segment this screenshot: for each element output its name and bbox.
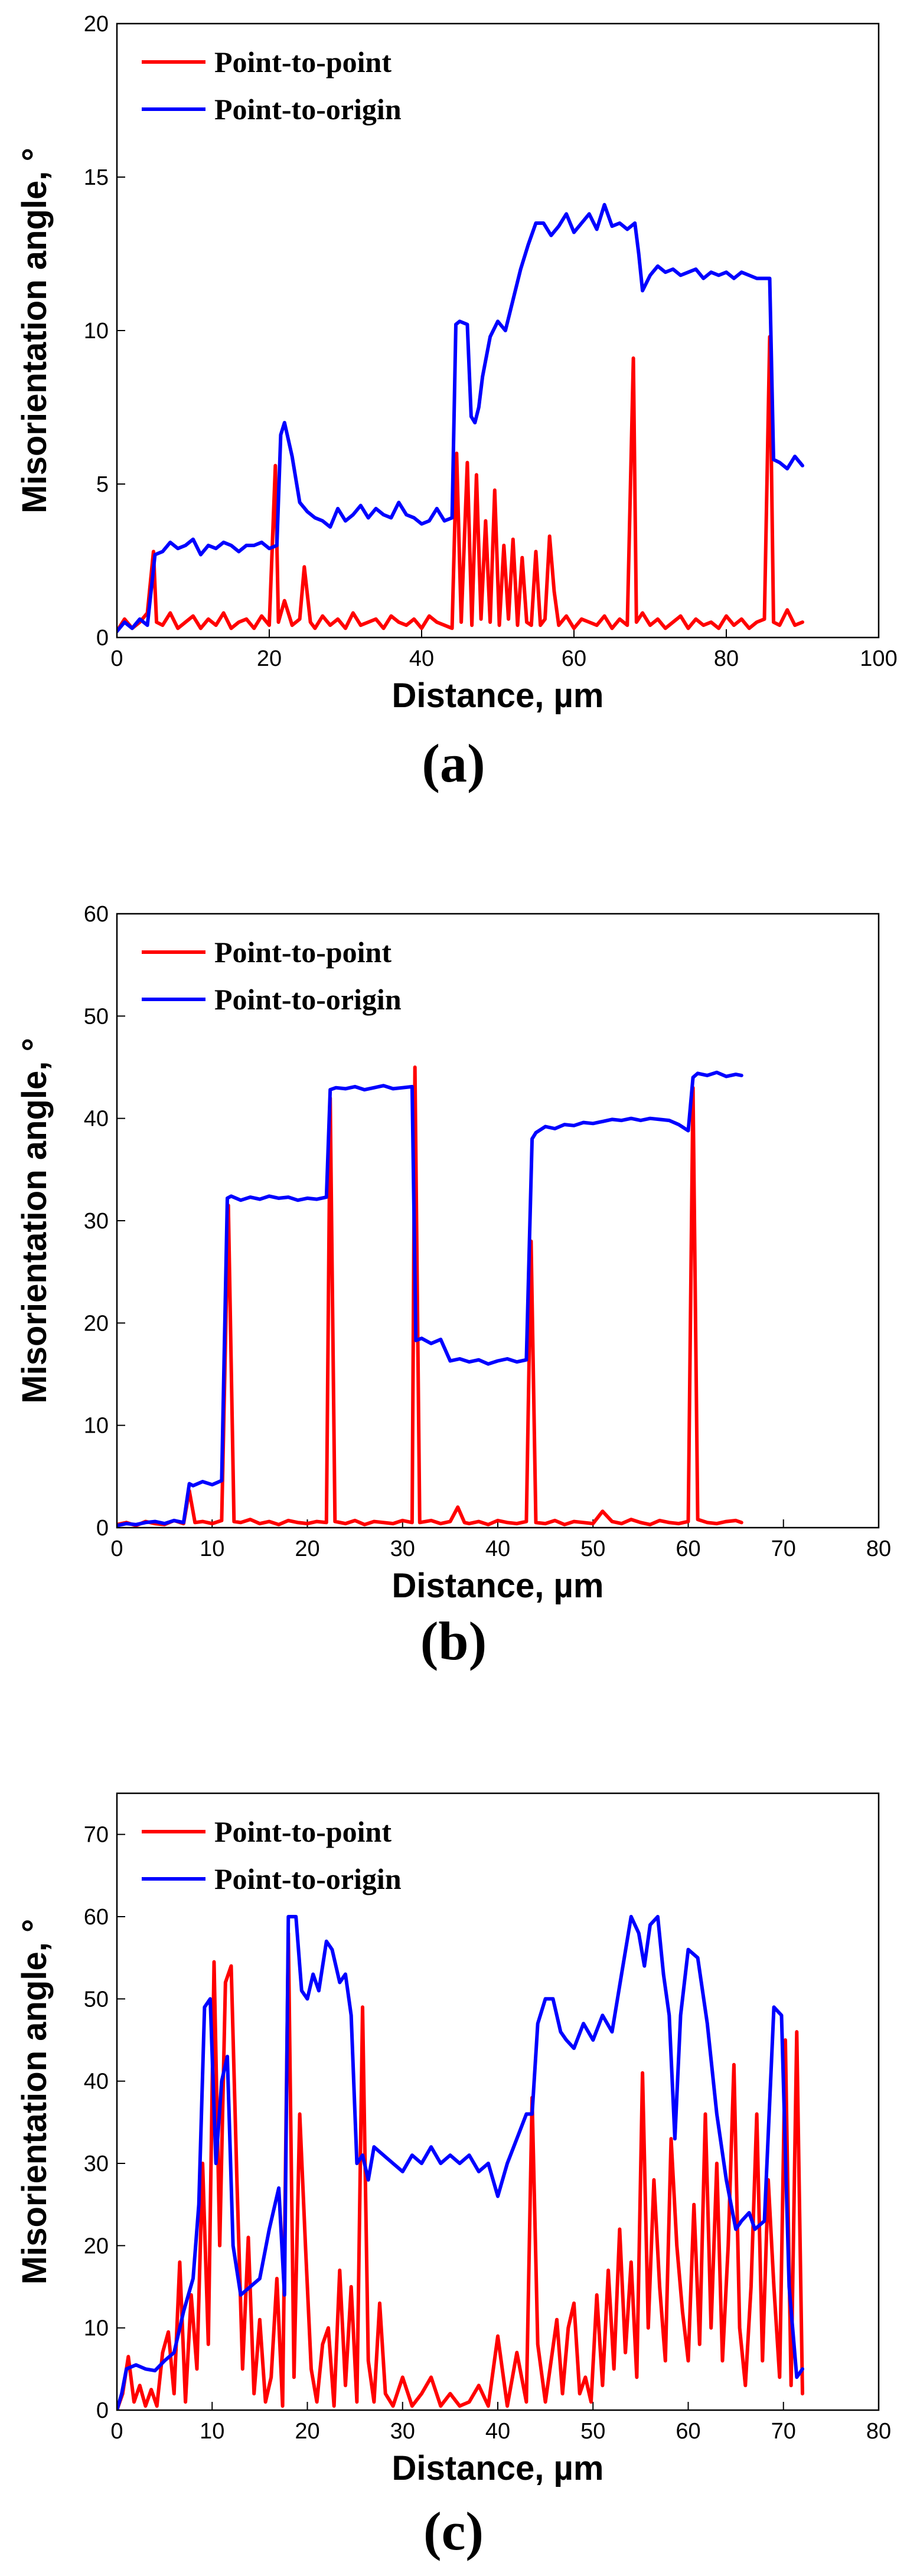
x-tick-label-a-2: 40	[409, 646, 434, 671]
x-tick-label-c-6: 60	[676, 2419, 700, 2444]
panel-b: 0 10 20 30 40 50 60 70 80 0 10 20 30 40 50 60 Point-to-p…	[0, 859, 907, 1685]
y-tick-label-b-4: 40	[84, 1107, 109, 1132]
y-tick-label-a-1: 5	[96, 472, 109, 497]
x-tick-label-c-5: 50	[580, 2419, 605, 2444]
x-tick-label-c-7: 70	[771, 2419, 796, 2444]
x-tick-label-c-3: 30	[390, 2419, 415, 2444]
chart-a: 0 20 40 60 80 100 0 5 10 15 20 Point-to-point Point-…	[15, 12, 898, 715]
x-tick-label-b-0: 0	[110, 1537, 123, 1561]
x-tick-label-c-2: 20	[295, 2419, 319, 2444]
x-tick-label-b-1: 10	[200, 1537, 224, 1561]
y-tick-label-c-4: 40	[84, 2070, 109, 2094]
panel-label-b: (b)	[420, 1611, 487, 1671]
x-tick-label-c-4: 40	[485, 2419, 510, 2444]
legend-label-c-1: Point-to-origin	[214, 1862, 402, 1895]
x-tick-label-b-4: 40	[485, 1537, 510, 1561]
y-tick-label-a-3: 15	[84, 165, 109, 190]
plot-frame-c	[116, 1792, 880, 2411]
series-line-b-point-to-origin	[117, 1070, 743, 1528]
legend-label-b-1: Point-to-origin	[214, 983, 402, 1016]
panel-label-a: (a)	[422, 733, 485, 793]
plot-frame-a	[116, 22, 880, 639]
legend-label-b-0: Point-to-point	[214, 936, 391, 969]
y-tick-label-b-3: 30	[84, 1209, 109, 1234]
chart-c: 0 10 20 30 40 50 60 70 80 0 10 20 30 40 50 60 70 Point-to…	[15, 1792, 891, 2487]
y-tick-label-c-6: 60	[84, 1905, 109, 1930]
y-axis-title-b: Misorientation angle, °	[15, 1038, 54, 1403]
y-tick-label-c-2: 20	[84, 2234, 109, 2258]
x-tick-label-a-3: 60	[562, 646, 586, 671]
x-tick-label-b-6: 60	[676, 1537, 700, 1561]
x-tick-label-b-2: 20	[295, 1537, 319, 1561]
series-line-c-point-to-origin	[117, 1915, 804, 2410]
x-tick-label-a-4: 80	[714, 646, 739, 671]
x-tick-label-c-8: 80	[866, 2419, 891, 2444]
y-tick-label-b-6: 60	[84, 902, 109, 927]
x-tick-label-b-8: 80	[866, 1537, 891, 1561]
series-line-c-point-to-point	[117, 1931, 804, 2410]
y-tick-label-c-5: 50	[84, 1987, 109, 2012]
y-axis-title-c: Misorientation angle, °	[15, 1919, 54, 2284]
x-tick-label-c-1: 10	[200, 2419, 224, 2444]
x-tick-label-b-3: 30	[390, 1537, 415, 1561]
chart-b: 0 10 20 30 40 50 60 70 80 0 10 20 30 40 50 60 Point-to-p…	[15, 902, 891, 1605]
y-tick-label-c-3: 30	[84, 2152, 109, 2176]
y-tick-label-c-7: 70	[84, 1823, 109, 1848]
y-tick-label-b-5: 50	[84, 1004, 109, 1029]
legend-label-a-1: Point-to-origin	[214, 93, 402, 126]
y-tick-label-a-4: 20	[84, 12, 109, 37]
x-tick-label-a-1: 20	[257, 646, 282, 671]
y-tick-label-a-2: 10	[84, 319, 109, 344]
y-tick-label-c-1: 10	[84, 2316, 109, 2341]
x-tick-label-b-5: 50	[580, 1537, 605, 1561]
x-tick-label-c-0: 0	[110, 2419, 123, 2444]
y-tick-label-b-1: 10	[84, 1414, 109, 1439]
y-tick-label-b-0: 0	[96, 1516, 109, 1541]
y-axis-title-a: Misorientation angle, °	[15, 148, 54, 513]
x-axis-title-a: Distance, µm	[392, 676, 604, 715]
panel-a: 0 20 40 60 80 100 0 5 10 15 20 Point-to-point Point-…	[0, 0, 907, 803]
series-line-b-point-to-point	[117, 1065, 743, 1528]
x-axis-title-b: Distance, µm	[392, 1567, 604, 1605]
plot-frame-b	[116, 913, 880, 1529]
y-tick-label-a-0: 0	[96, 626, 109, 650]
series-line-a-point-to-origin	[117, 202, 804, 633]
panel-c: 0 10 20 30 40 50 60 70 80 0 10 20 30 40 50 60 70 Point-to…	[0, 1744, 907, 2576]
legend-label-c-0: Point-to-point	[214, 1815, 391, 1848]
x-tick-label-a-0: 0	[110, 646, 123, 671]
y-tick-label-b-2: 20	[84, 1311, 109, 1336]
legend-label-a-0: Point-to-point	[214, 45, 391, 79]
x-tick-label-b-7: 70	[771, 1537, 796, 1561]
series-line-a-point-to-point	[117, 335, 804, 633]
x-tick-label-a-5: 100	[860, 646, 897, 671]
y-tick-label-c-0: 0	[96, 2398, 109, 2423]
x-axis-title-c: Distance, µm	[392, 2449, 604, 2487]
panel-label-c: (c)	[423, 2501, 484, 2561]
